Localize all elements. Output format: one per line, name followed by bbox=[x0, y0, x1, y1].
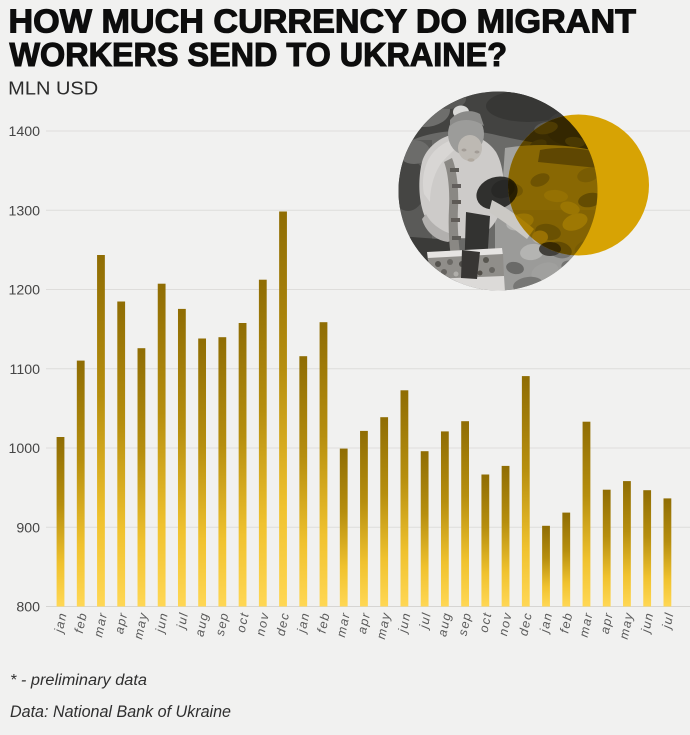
svg-text:apr: apr bbox=[598, 611, 616, 635]
svg-text:800: 800 bbox=[16, 600, 40, 616]
svg-text:feb: feb bbox=[72, 611, 90, 635]
svg-text:MLN USD: MLN USD bbox=[8, 79, 98, 99]
svg-text:* - preliminary data: * - preliminary data bbox=[10, 672, 147, 689]
svg-text:1100: 1100 bbox=[9, 362, 40, 378]
svg-text:oct: oct bbox=[234, 611, 252, 634]
svg-text:feb: feb bbox=[557, 611, 575, 635]
svg-text:1200: 1200 bbox=[8, 283, 40, 299]
svg-text:jul: jul bbox=[174, 611, 192, 632]
svg-text:may: may bbox=[617, 611, 636, 641]
svg-text:jun: jun bbox=[395, 611, 413, 636]
svg-text:1000: 1000 bbox=[8, 441, 40, 457]
svg-text:jul: jul bbox=[659, 611, 677, 632]
svg-text:feb: feb bbox=[315, 611, 333, 635]
svg-text:mar: mar bbox=[577, 611, 596, 639]
svg-text:jun: jun bbox=[638, 611, 656, 636]
svg-text:apr: apr bbox=[112, 611, 130, 635]
svg-text:jan: jan bbox=[537, 611, 555, 636]
svg-text:apr: apr bbox=[355, 611, 373, 635]
svg-text:aug: aug bbox=[193, 611, 212, 638]
svg-text:sep: sep bbox=[213, 611, 232, 637]
svg-text:jan: jan bbox=[51, 611, 69, 636]
svg-text:Data: National Bank of Ukraine: Data: National Bank of Ukraine bbox=[10, 702, 231, 721]
svg-text:jun: jun bbox=[152, 611, 170, 636]
svg-text:jul: jul bbox=[416, 611, 434, 632]
svg-text:mar: mar bbox=[91, 611, 110, 639]
svg-text:oct: oct bbox=[477, 611, 495, 634]
svg-text:900: 900 bbox=[16, 521, 40, 537]
svg-text:aug: aug bbox=[435, 611, 454, 638]
svg-text:1400: 1400 bbox=[8, 124, 40, 140]
svg-text:nov: nov bbox=[253, 611, 272, 637]
svg-text:WORKERS SEND TO UKRAINE?: WORKERS SEND TO UKRAINE? bbox=[10, 36, 508, 73]
svg-text:dec: dec bbox=[274, 611, 293, 637]
svg-text:may: may bbox=[374, 611, 393, 641]
svg-text:1300: 1300 bbox=[8, 204, 40, 220]
svg-text:dec: dec bbox=[516, 611, 535, 637]
svg-text:may: may bbox=[131, 611, 150, 641]
svg-text:nov: nov bbox=[496, 611, 515, 637]
svg-text:sep: sep bbox=[456, 611, 475, 637]
svg-text:HOW MUCH CURRENCY DO MIGRANT: HOW MUCH CURRENCY DO MIGRANT bbox=[9, 2, 637, 39]
svg-text:jan: jan bbox=[294, 611, 312, 636]
svg-text:mar: mar bbox=[334, 611, 353, 639]
